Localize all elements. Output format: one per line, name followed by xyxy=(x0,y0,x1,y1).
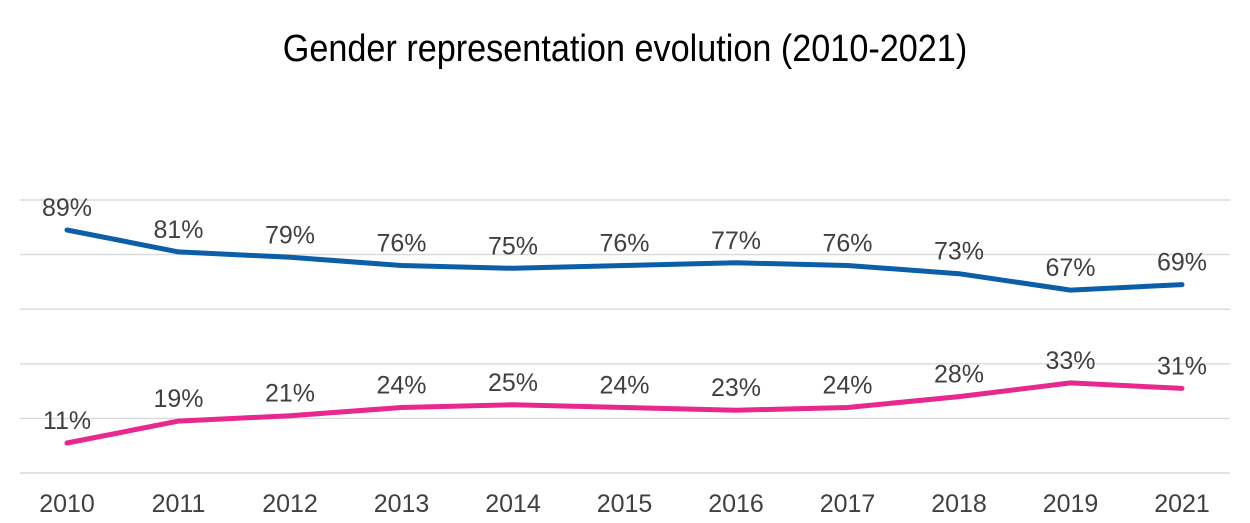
x-tick-label: 2013 xyxy=(374,490,430,518)
data-label: 31% xyxy=(1157,352,1207,380)
data-label: 11% xyxy=(43,407,91,435)
data-label: 76% xyxy=(599,230,649,258)
data-label: 19% xyxy=(153,385,203,413)
data-label: 24% xyxy=(599,371,649,399)
data-label: 28% xyxy=(934,361,984,389)
x-tick-label: 2017 xyxy=(820,490,876,518)
data-label: 21% xyxy=(265,380,315,408)
data-label: 79% xyxy=(265,221,315,249)
x-tick-label: 2019 xyxy=(1043,490,1099,518)
data-label: 33% xyxy=(1045,347,1095,375)
x-tick-label: 2018 xyxy=(931,490,987,518)
data-label: 24% xyxy=(822,371,872,399)
data-label: 76% xyxy=(822,230,872,258)
data-label: 69% xyxy=(1157,249,1207,277)
x-tick-label: 2012 xyxy=(262,490,318,518)
x-axis-tick-labels: 2010 2011 2012 2013 2014 2015 2016 2017 2018 2019… xyxy=(39,490,1210,518)
data-label: 77% xyxy=(711,227,761,255)
x-tick-label: 2014 xyxy=(485,490,541,518)
x-tick-label: 2015 xyxy=(597,490,653,518)
x-tick-label: 2011 xyxy=(152,490,206,518)
data-label: 75% xyxy=(488,232,538,260)
data-label: 81% xyxy=(153,216,203,244)
chart-title: Gender representation evolution (2010-20… xyxy=(282,28,968,70)
data-label: 89% xyxy=(42,194,92,222)
series-line-1 xyxy=(64,227,1185,293)
data-label: 25% xyxy=(488,369,538,397)
x-tick-label: 2021 xyxy=(1154,490,1210,518)
data-label: 24% xyxy=(376,371,426,399)
series-lines xyxy=(64,227,1185,446)
data-label: 67% xyxy=(1045,254,1095,282)
data-label: 73% xyxy=(934,238,984,266)
x-tick-label: 2010 xyxy=(39,490,95,518)
data-label: 23% xyxy=(711,374,761,402)
data-label: 76% xyxy=(376,230,426,258)
x-tick-label: 2016 xyxy=(708,490,764,518)
series-line-2 xyxy=(64,380,1185,446)
data-labels: 89% 81% 79% 76% 75% 76% 77% 76% 73% 67% 69% 11% 19% 2… xyxy=(42,194,1207,435)
